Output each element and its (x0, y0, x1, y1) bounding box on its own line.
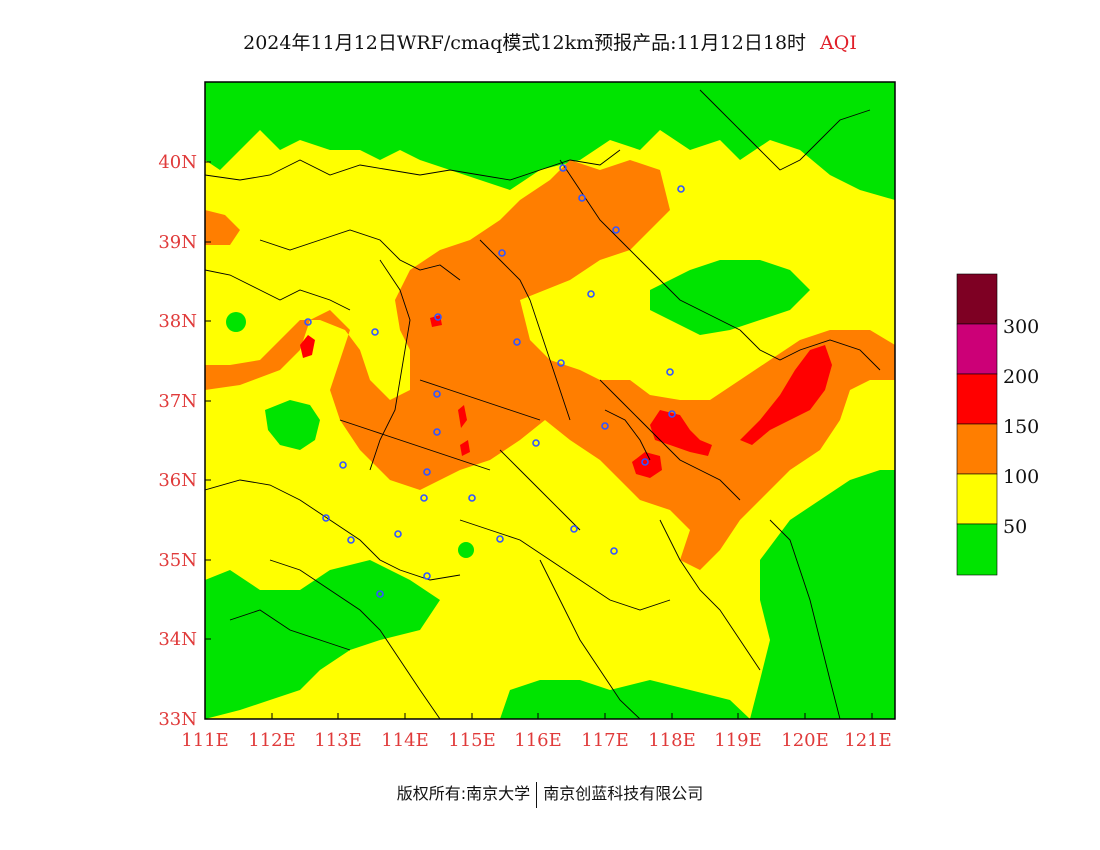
legend-swatch-unhealthy (956, 373, 998, 425)
city-marker (668, 410, 676, 418)
red-region-east (740, 345, 832, 445)
city-marker (420, 494, 428, 502)
green-region-south (500, 680, 750, 719)
city-marker (322, 514, 330, 522)
legend-swatch-usg (956, 423, 998, 475)
lon-label: 114E (381, 730, 429, 751)
city-marker (677, 185, 685, 193)
city-marker (666, 368, 674, 376)
red-region-small-2 (430, 315, 442, 327)
map-title: 2024年11月12日WRF/cmaq模式12km预报产品:11月12日18时 A… (0, 28, 1100, 55)
green-spot-2 (458, 542, 474, 558)
lon-label: 116E (514, 730, 562, 751)
city-marker (434, 313, 442, 321)
city-marker (423, 572, 431, 580)
red-region-west (300, 335, 315, 358)
city-marker (498, 249, 506, 257)
green-region-southwest (205, 560, 440, 719)
lat-label: 38N (158, 311, 197, 332)
lon-label: 117E (581, 730, 629, 751)
city-marker (423, 468, 431, 476)
city-marker (433, 390, 441, 398)
copyright-owner: 版权所有:南京大学 (396, 784, 531, 803)
lon-label: 121E (844, 730, 892, 751)
city-marker (557, 359, 565, 367)
legend-swatch-very-unhealthy (956, 323, 998, 375)
legend-label: 150 (1003, 416, 1039, 438)
copyright-footer: 版权所有:南京大学 南京创蓝科技有限公司 (0, 780, 1100, 808)
city-marker (612, 226, 620, 234)
city-marker (468, 494, 476, 502)
red-region-small-3 (460, 440, 470, 456)
city-marker (587, 290, 595, 298)
lon-label: 120E (781, 730, 829, 751)
lon-label: 112E (248, 730, 296, 751)
city-marker (601, 422, 609, 430)
legend-label: 200 (1003, 366, 1039, 388)
title-text: 2024年11月12日WRF/cmaq模式12km预报产品:11月12日18时 (243, 32, 807, 54)
green-region-west (265, 400, 320, 450)
green-region-north (205, 82, 895, 200)
map-field (205, 82, 895, 719)
lat-label: 37N (158, 391, 197, 412)
lon-label: 113E (314, 730, 362, 751)
city-marker (376, 590, 384, 598)
city-marker (339, 461, 347, 469)
footer-separator (536, 781, 538, 808)
city-marker (371, 328, 379, 336)
boundary-lines (205, 89, 881, 719)
city-marker (394, 530, 402, 538)
city-markers (304, 164, 685, 598)
legend-label: 100 (1003, 466, 1039, 488)
city-marker (496, 535, 504, 543)
city-marker (304, 318, 312, 326)
lon-labels: 111E 112E 113E 114E 115E 116E 117E 118E … (181, 730, 892, 751)
red-region-small-1 (458, 405, 467, 428)
legend-swatch-good (956, 523, 998, 576)
red-region-central (650, 410, 712, 456)
lon-label: 115E (448, 730, 496, 751)
green-region-northeast (650, 260, 810, 335)
legend-swatch-hazardous (956, 273, 998, 325)
lat-label: 36N (158, 470, 197, 491)
city-marker (578, 194, 586, 202)
lat-label: 35N (158, 550, 197, 571)
city-marker (610, 547, 618, 555)
tick-marks (205, 161, 873, 719)
lon-label: 118E (648, 730, 696, 751)
aqi-legend: 300 200 150 100 50 (956, 273, 1039, 576)
copyright-company: 南京创蓝科技有限公司 (543, 784, 704, 803)
legend-label: 50 (1003, 516, 1027, 538)
city-marker (433, 428, 441, 436)
lat-label: 33N (158, 709, 197, 730)
orange-region-west-edge (205, 210, 240, 245)
city-marker (559, 164, 567, 172)
legend-label: 300 (1003, 316, 1039, 338)
city-marker (570, 525, 578, 533)
green-region-east (750, 470, 895, 719)
lat-label: 34N (158, 629, 197, 650)
lat-label: 40N (158, 152, 197, 173)
city-marker (641, 458, 649, 466)
lon-label: 111E (181, 730, 229, 751)
lon-label: 119E (714, 730, 762, 751)
city-marker (347, 536, 355, 544)
legend-swatch-moderate (956, 473, 998, 525)
lat-label: 39N (158, 232, 197, 253)
orange-region-main (205, 160, 895, 570)
green-spot-1 (226, 312, 246, 332)
city-marker (532, 439, 540, 447)
title-tag: AQI (820, 32, 857, 54)
lat-labels: 40N 39N 38N 37N 36N 35N 34N 33N (158, 152, 197, 730)
city-marker (513, 338, 521, 346)
